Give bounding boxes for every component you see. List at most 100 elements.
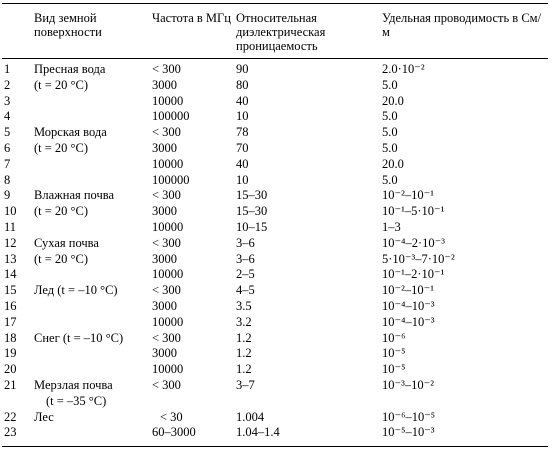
table-row: 9 Влажная почва < 300 15–30 10⁻²–10⁻¹ xyxy=(2,188,548,204)
table-row: 19 3000 1.2 10⁻⁵ xyxy=(2,346,548,362)
header-cell: Вид земной поверхности xyxy=(34,11,102,39)
surface-cell xyxy=(32,109,150,125)
surface-name: Сухая почва xyxy=(34,235,99,250)
surface-cell xyxy=(32,267,150,283)
surface-name: Влажная почва xyxy=(34,188,115,203)
permittivity-cell: 15–30 xyxy=(236,188,268,203)
surface-cell xyxy=(32,315,150,331)
table-row: 22 Лес < 30 1.004 10⁻⁶–10⁻⁵ xyxy=(2,410,548,426)
row-number: 21 xyxy=(4,377,17,392)
row-number: 16 xyxy=(4,298,17,313)
row-number: 19 xyxy=(4,346,17,361)
surface-name: Лес xyxy=(34,409,54,424)
surface-cell: Снег (t = –10 °C) xyxy=(32,331,150,347)
frequency-cell: < 300 xyxy=(152,125,181,140)
surface-cell xyxy=(32,346,150,362)
conductivity-cell: 10⁻¹–5·10⁻¹ xyxy=(382,204,445,219)
table-body: 1 Пресная вода < 300 90 2.0·10⁻² 2 (t = 20 °C)… xyxy=(2,59,548,447)
data-table: Вид земной поверхности Частота в МГц Отн… xyxy=(2,3,548,447)
row-number: 8 xyxy=(4,172,11,187)
row-number: 23 xyxy=(4,425,17,440)
row-number: 22 xyxy=(4,409,17,424)
frequency-cell: < 30 xyxy=(160,409,183,424)
row-number: 13 xyxy=(4,251,17,266)
surface-cell: Влажная почва xyxy=(32,188,150,204)
frequency-cell: 3000 xyxy=(152,204,177,219)
conductivity-cell: 10⁻⁵ xyxy=(382,362,406,377)
frequency-cell: < 300 xyxy=(152,235,181,250)
permittivity-cell: 15–30 xyxy=(236,204,268,219)
conductivity-cell: 5.0 xyxy=(382,77,398,92)
frequency-cell: 10000 xyxy=(152,362,184,377)
row-number: 4 xyxy=(4,109,11,124)
surface-name: Снег (t = –10 °C) xyxy=(34,330,124,345)
surface-name: (t = 20 °C) xyxy=(34,251,89,266)
row-number: 12 xyxy=(4,235,17,250)
conductivity-cell: 10⁻¹–2·10⁻¹ xyxy=(382,267,445,282)
surface-cell xyxy=(32,425,150,446)
conductivity-cell: 10⁻⁶ xyxy=(382,330,406,345)
surface-name: Морская вода xyxy=(34,125,107,140)
surface-cell: Морская вода xyxy=(32,125,150,141)
surface-cell xyxy=(32,220,150,236)
surface-cell xyxy=(32,157,150,173)
surface-cell: (t = 20 °C) xyxy=(32,204,150,220)
table-row: 14 10000 2–5 10⁻¹–2·10⁻¹ xyxy=(2,267,548,283)
permittivity-cell: 3.2 xyxy=(236,314,252,329)
surface-cell: Мерзлая почва (t = –35 °C) xyxy=(32,378,150,410)
permittivity-cell: 40 xyxy=(236,156,249,171)
row-number: 15 xyxy=(4,283,17,298)
row-number: 11 xyxy=(4,219,17,234)
permittivity-cell: 90 xyxy=(236,62,249,76)
frequency-cell: 3000 xyxy=(152,298,177,313)
table-row: 17 10000 3.2 10⁻⁴–10⁻³ xyxy=(2,315,548,331)
permittivity-cell: 3–7 xyxy=(236,377,255,392)
header-row: Вид земной поверхности Частота в МГц Отн… xyxy=(2,3,548,59)
frequency-cell: 60–3000 xyxy=(152,425,196,440)
conductivity-cell: 5.0 xyxy=(382,109,398,124)
conductivity-cell: 10⁻²–10⁻¹ xyxy=(382,188,434,203)
surface-cell: (t = 20 °C) xyxy=(32,252,150,268)
permittivity-cell: 10 xyxy=(236,109,249,124)
frequency-cell: 10000 xyxy=(152,267,184,282)
table-row: 5 Морская вода < 300 78 5.0 xyxy=(2,125,548,141)
row-number: 20 xyxy=(4,362,17,377)
row-number: 3 xyxy=(4,93,11,108)
header-cell: Удельная проводимость в См/м xyxy=(382,11,542,39)
permittivity-cell: 1.2 xyxy=(236,362,252,377)
surface-cell: (t = 20 °C) xyxy=(32,141,150,157)
frequency-cell: < 300 xyxy=(152,283,181,298)
permittivity-cell: 2–5 xyxy=(236,267,255,282)
frequency-cell: 100000 xyxy=(152,172,190,187)
row-number: 9 xyxy=(4,188,11,203)
frequency-cell: 10000 xyxy=(152,93,184,108)
table-row: 13 (t = 20 °C) 3000 3–6 5·10⁻³–7·10⁻² xyxy=(2,252,548,268)
frequency-cell: < 300 xyxy=(152,188,181,203)
row-number: 5 xyxy=(4,125,11,140)
frequency-cell: 10000 xyxy=(152,314,184,329)
conductivity-cell: 5·10⁻³–7·10⁻² xyxy=(382,251,455,266)
frequency-cell: 3000 xyxy=(152,251,177,266)
frequency-cell: 3000 xyxy=(152,346,177,361)
surface-name: (t = 20 °C) xyxy=(34,204,89,219)
table-row: 8 100000 10 5.0 xyxy=(2,173,548,189)
conductivity-cell: 10⁻²–10⁻¹ xyxy=(382,283,434,298)
table-row: 18 Снег (t = –10 °C) < 300 1.2 10⁻⁶ xyxy=(2,331,548,347)
row-number: 7 xyxy=(4,156,11,171)
conductivity-cell: 5.0 xyxy=(382,140,398,155)
frequency-cell: 10000 xyxy=(152,156,184,171)
table-row: 4 100000 10 5.0 xyxy=(2,109,548,125)
row-number: 14 xyxy=(4,267,17,282)
row-number: 2 xyxy=(4,77,11,92)
row-number: 10 xyxy=(4,204,17,219)
permittivity-cell: 4–5 xyxy=(236,283,255,298)
header-cell: Относительная диэлектрическая проницаемо… xyxy=(236,11,326,53)
table-row: 23 60–3000 1.04–1.4 10⁻⁵–10⁻³ xyxy=(2,425,548,446)
surface-name: Пресная вода xyxy=(34,62,106,76)
permittivity-cell: 1.004 xyxy=(236,409,265,424)
conductivity-cell: 20.0 xyxy=(382,93,404,108)
table-row: 10 (t = 20 °C) 3000 15–30 10⁻¹–5·10⁻¹ xyxy=(2,204,548,220)
table-row: 6 (t = 20 °C) 3000 70 5.0 xyxy=(2,141,548,157)
conductivity-cell: 20.0 xyxy=(382,156,404,171)
